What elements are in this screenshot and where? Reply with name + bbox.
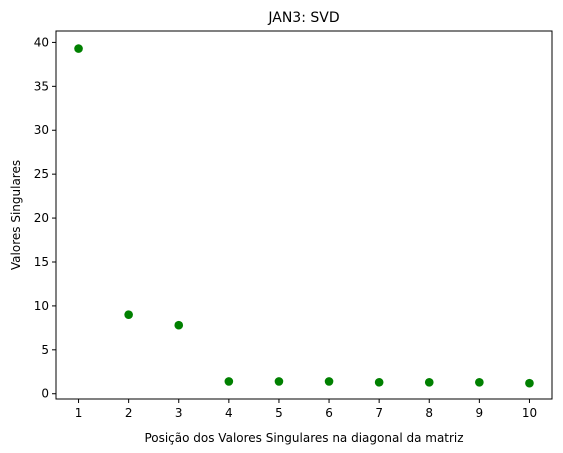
y-tick-label: 20 [34,211,49,225]
data-point [124,310,133,319]
data-point [324,377,334,386]
x-tick-label: 9 [476,406,484,420]
data-point [374,378,384,387]
x-axis: 1 2 3 4 5 6 7 8 9 10 [75,399,537,420]
plot-area [55,30,553,400]
x-axis-label: Posição dos Valores Singulares na diagon… [144,431,463,445]
y-tick-label: 5 [41,343,49,357]
y-tick-label: 35 [34,79,49,93]
y-tick-label: 25 [34,167,49,181]
x-tick-label: 5 [275,406,283,420]
data-point [475,378,484,387]
y-tick-label: 10 [34,299,49,313]
y-tick-label: 40 [34,35,49,49]
x-tick-label: 2 [125,406,133,420]
data-point [424,378,434,387]
x-tick-label: 4 [225,406,233,420]
y-axis: 0 5 10 15 20 25 30 35 40 [34,35,56,401]
y-tick-label: 15 [34,255,49,269]
data-point [224,377,234,386]
data-point [174,320,184,330]
y-axis-label: Valores Singulares [9,160,23,270]
x-tick-label: 6 [325,406,333,420]
x-tick-label: 8 [425,406,433,420]
x-tick-label: 3 [175,406,183,420]
x-tick-label: 1 [75,406,83,420]
x-tick-label: 10 [522,406,537,420]
data-point [74,44,83,53]
axes-frame [55,30,553,400]
data-point [274,377,284,386]
data-points [74,44,534,388]
y-tick-label: 0 [41,387,49,401]
chart-title: JAN3: SVD [267,10,339,26]
y-tick-label: 30 [34,123,49,137]
x-tick-label: 7 [375,406,383,420]
data-point [525,378,534,388]
